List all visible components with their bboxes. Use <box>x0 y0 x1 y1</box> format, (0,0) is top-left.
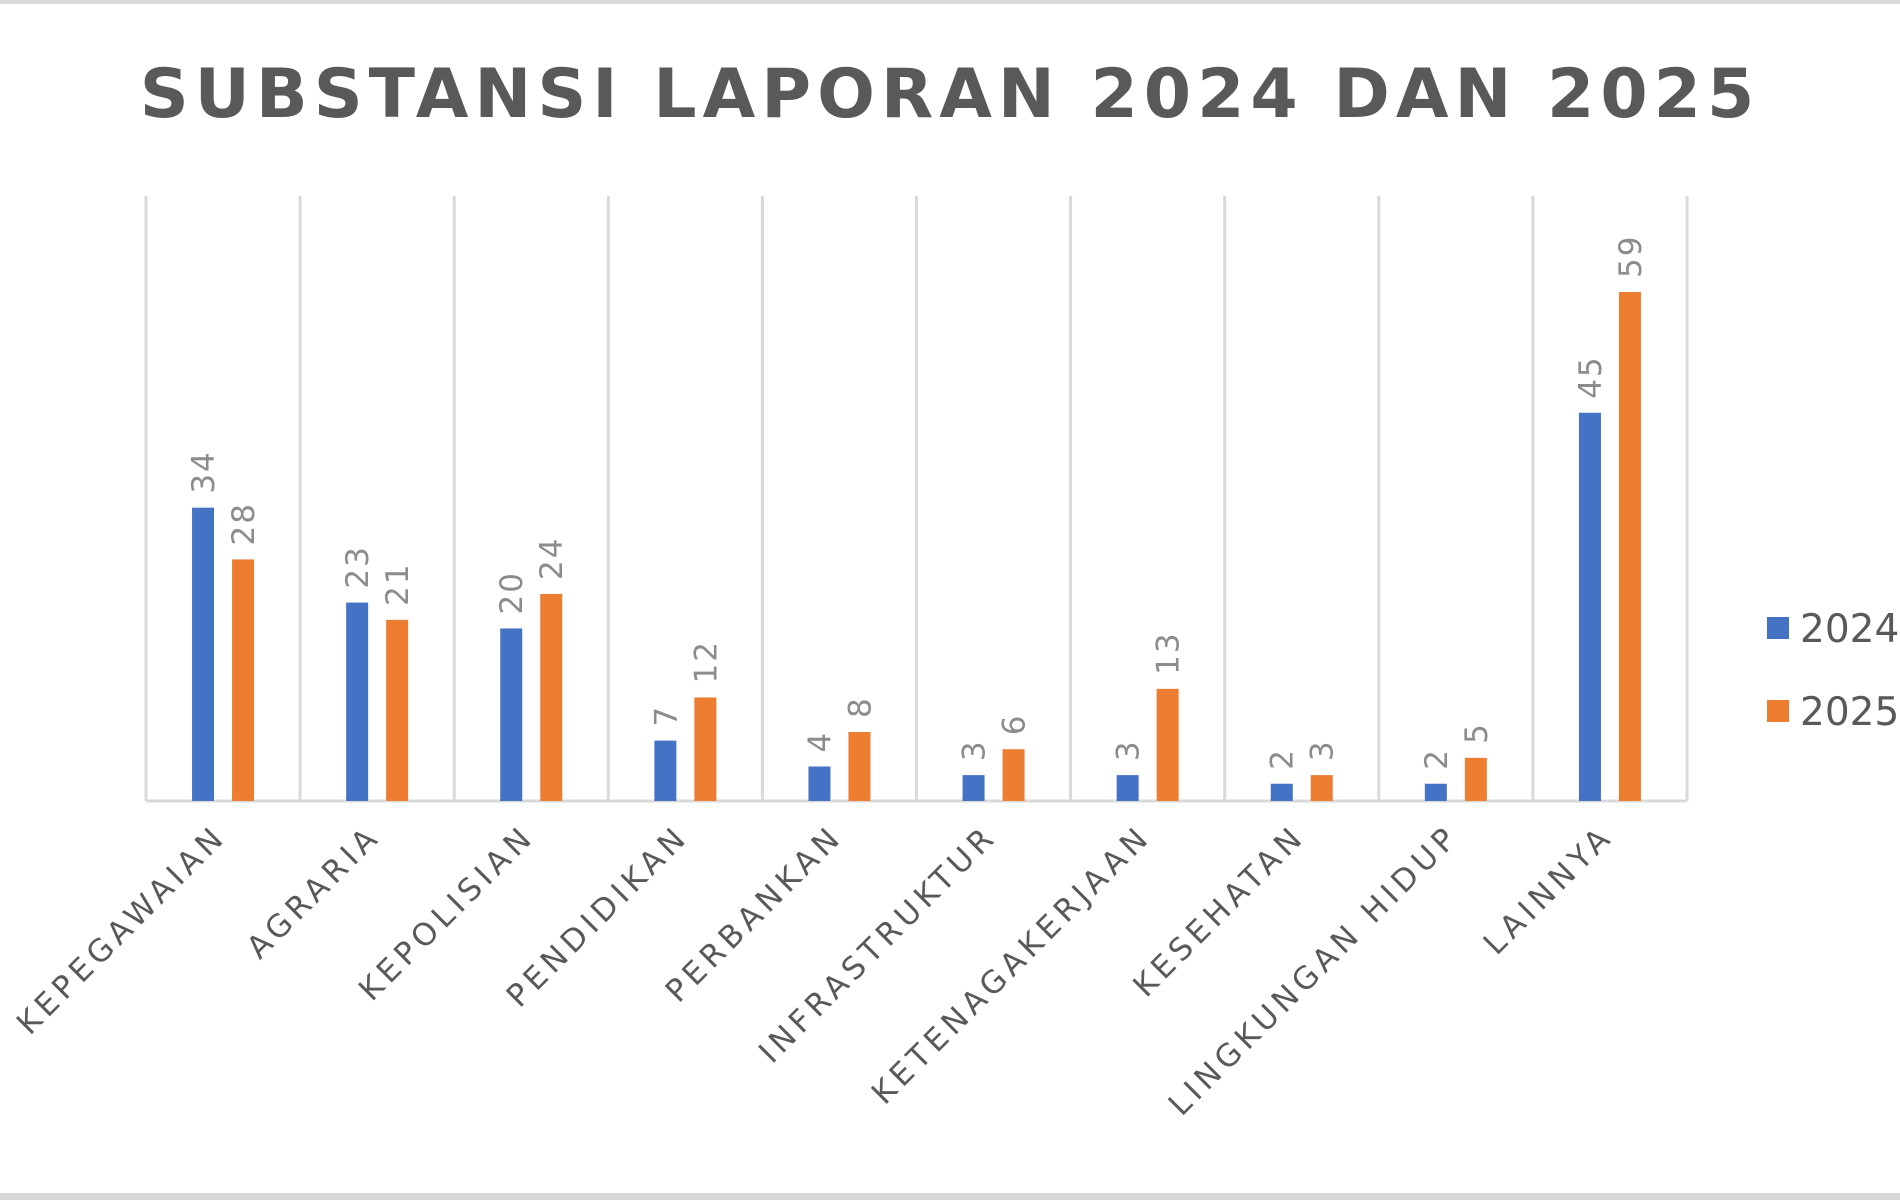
category-label: AGRARIA <box>240 818 388 966</box>
bar-2025-lingkungan-hidup <box>1464 757 1487 801</box>
bar-2024-lingkungan-hidup <box>1424 783 1447 801</box>
bar-2024-ketenagakerjaan <box>1116 775 1139 801</box>
bars <box>192 292 1641 801</box>
legend: 2024 2025 <box>1767 607 1899 735</box>
bar-2025-agraria <box>386 619 409 801</box>
bar-2025-kepegawaian <box>232 559 255 801</box>
data-label: 12 <box>688 640 724 683</box>
data-label: 45 <box>1573 355 1609 398</box>
data-label: 23 <box>340 545 376 588</box>
bar-2024-kepegawaian <box>192 507 215 801</box>
bottom-border <box>0 1193 1900 1200</box>
category-label: KETENAGAKERJAAN <box>865 818 1158 1111</box>
bar-2025-kesehatan <box>1310 775 1333 801</box>
bar-2025-lainnya <box>1618 292 1641 801</box>
data-label: 13 <box>1151 631 1187 674</box>
data-label: 28 <box>226 502 262 545</box>
top-border <box>0 0 1900 4</box>
data-label: 2 <box>1419 748 1455 770</box>
data-label: 3 <box>1305 739 1341 761</box>
bar-2024-infrastruktur <box>962 775 985 801</box>
bar-2025-perbankan <box>848 731 871 801</box>
bar-2024-lainnya <box>1578 412 1601 801</box>
data-label: 8 <box>842 696 878 718</box>
data-label: 59 <box>1613 235 1649 278</box>
data-label: 2 <box>1265 748 1301 770</box>
bar-2025-kepolisian <box>540 593 563 801</box>
data-label: 3 <box>957 739 993 761</box>
legend-swatch <box>1767 617 1789 639</box>
bar-2024-perbankan <box>808 766 831 801</box>
data-label: 6 <box>997 714 1033 736</box>
bar-2025-infrastruktur <box>1002 749 1025 801</box>
bar-2025-ketenagakerjaan <box>1156 688 1179 801</box>
bar-2024-kepolisian <box>500 628 523 801</box>
category-label: LINGKUNGAN HIDUP <box>1162 818 1467 1123</box>
legend-swatch <box>1767 700 1789 722</box>
data-label: 21 <box>380 562 416 605</box>
legend-label: 2024 <box>1800 607 1899 652</box>
bar-2024-agraria <box>346 602 369 801</box>
bar-2024-kesehatan <box>1270 783 1293 801</box>
gridlines <box>144 196 1689 803</box>
category-labels: KEPEGAWAIAN AGRARIAKEPOLISIANPENDIDIKANPE… <box>10 818 1621 1123</box>
category-label: KEPEGAWAIAN <box>10 818 234 1042</box>
data-label: 4 <box>802 731 838 753</box>
data-label: 3 <box>1111 739 1147 761</box>
bar-2025-pendidikan <box>694 697 717 801</box>
chart-title: SUBSTANSI LAPORAN 2024 DAN 2025 <box>140 55 1761 134</box>
category-label: LAINNYA <box>1477 818 1621 962</box>
data-label: 20 <box>494 571 530 614</box>
legend-label: 2025 <box>1800 690 1899 735</box>
data-label: 7 <box>648 705 684 727</box>
bar-2024-pendidikan <box>654 740 677 801</box>
data-label: 24 <box>534 536 570 579</box>
data-label: 5 <box>1459 722 1495 744</box>
data-label: 34 <box>186 450 222 493</box>
